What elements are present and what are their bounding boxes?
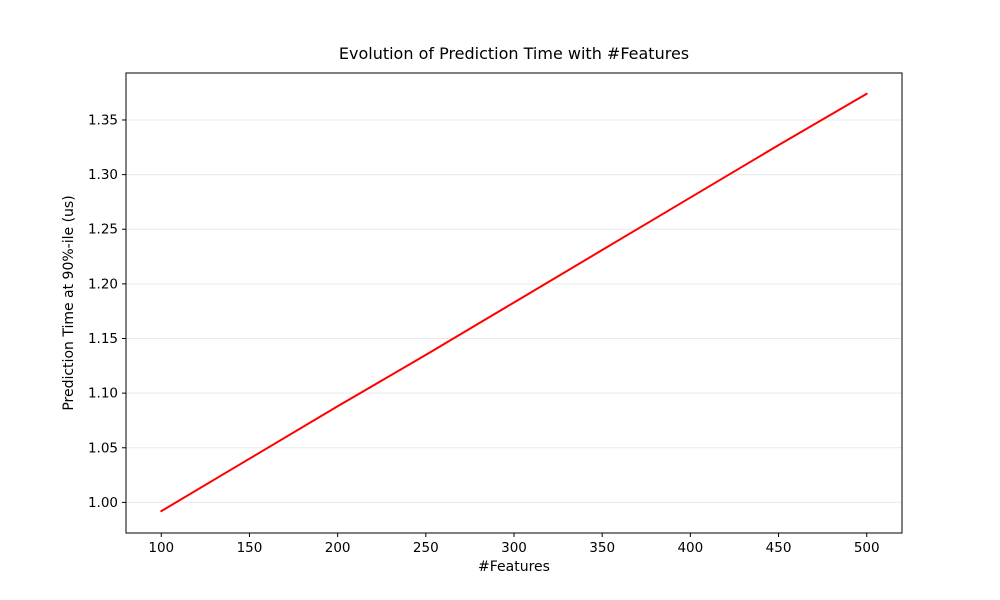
chart-title: Evolution of Prediction Time with #Featu… [338, 44, 690, 63]
series-line-prediction-time-90th-percentile [160, 92, 868, 513]
y-tick-label: 1.30 [88, 167, 118, 183]
y-tick-label: 1.10 [88, 386, 118, 402]
y-tick-label: 1.25 [88, 222, 118, 238]
x-axis-label: #Features [478, 559, 550, 575]
y-tick-label: 1.35 [88, 112, 118, 128]
tick-labels: 100 150 200 250 300 350 400 450 500 1.00 1.05 1.10 1… [88, 112, 880, 556]
plot-border [125, 72, 903, 534]
y-tick-label: 1.00 [88, 495, 118, 511]
x-tick-label: 200 [325, 540, 351, 556]
x-tick-label: 300 [501, 540, 527, 556]
x-tick-label: 500 [854, 540, 880, 556]
y-tick-label: 1.05 [88, 440, 118, 456]
x-tick-label: 450 [766, 540, 792, 556]
data-series [160, 92, 868, 513]
x-tick-label: 250 [413, 540, 439, 556]
x-tick-label: 400 [677, 540, 703, 556]
axis-ticks [122, 119, 868, 537]
y-tick-label: 1.20 [88, 276, 118, 292]
x-tick-label: 150 [237, 540, 263, 556]
x-tick-label: 350 [589, 540, 615, 556]
y-tick-label: 1.15 [88, 331, 118, 347]
x-tick-label: 100 [148, 540, 174, 556]
gridlines [126, 119, 902, 503]
